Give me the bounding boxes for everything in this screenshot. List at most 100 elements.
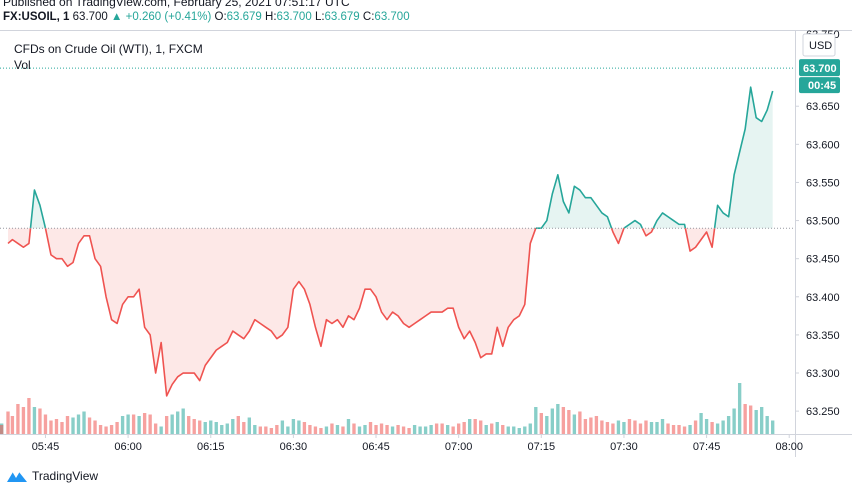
volume-bar (176, 411, 180, 434)
volume-bar (534, 407, 538, 434)
volume-bar (170, 414, 174, 434)
price-line-up-9 (713, 86, 774, 229)
volume-bar (258, 426, 262, 434)
volume-bar (275, 425, 279, 434)
volume-bar (390, 426, 395, 434)
volume-bar (726, 416, 731, 434)
volume-bar (346, 419, 351, 434)
volume-bar (627, 419, 632, 434)
price-tick-label: 63.400 (806, 292, 840, 304)
volume-legend-label[interactable]: Vol (14, 58, 31, 72)
volume-bar (142, 413, 147, 434)
volume-bar (54, 419, 59, 434)
volume-bar (286, 426, 290, 434)
volume-bar (754, 410, 758, 434)
volume-bar (594, 416, 599, 434)
volume-bar (253, 425, 257, 434)
volume-bar (550, 408, 554, 434)
baseline-fills (8, 87, 773, 396)
footer-brand: TradingView (32, 469, 99, 483)
volume-bar (396, 425, 400, 434)
volume-bar (98, 425, 103, 434)
volume-bar (137, 416, 141, 434)
volume-bar (600, 420, 604, 434)
volume-bar (434, 423, 439, 434)
volume-bar (71, 417, 75, 434)
volume-bar (341, 426, 345, 434)
volume-bar (611, 423, 615, 434)
volume-bar (297, 420, 301, 434)
volume-bar (605, 422, 610, 434)
volume-bar (379, 423, 384, 434)
price-chart[interactable]: 63.250 63.300 63.350 63.400 63.450 63.500 63.5… (0, 30, 852, 457)
volume-bar (721, 420, 725, 434)
price-line-up-3 (535, 174, 613, 229)
time-tick-label: 07:30 (610, 441, 638, 453)
volume-bar (666, 423, 670, 434)
volume-bar (771, 420, 775, 434)
volume-bar (120, 416, 125, 434)
volume-bar (115, 422, 119, 434)
volume-bar (418, 426, 422, 434)
volume-bar (27, 398, 31, 434)
volume-bar (148, 414, 152, 434)
volume-bar (43, 414, 48, 434)
volume-bar (363, 425, 367, 434)
volume-bar (32, 407, 37, 434)
volume-bar (374, 425, 378, 434)
volume-bar (236, 416, 240, 434)
volume-bar (693, 420, 698, 434)
chart-legend-title[interactable]: CFDs on Crude Oil (WTI), 1, FXCM (14, 42, 203, 56)
volume-bar (633, 420, 637, 434)
price-line-down-4 (610, 227, 625, 245)
volume-bar (357, 426, 362, 434)
volume-bar (209, 420, 213, 434)
volume-bar (65, 416, 70, 434)
last-price-tag-label: 63.700 (803, 63, 837, 75)
volume-bar (567, 410, 571, 434)
published-line: Published on TradingView.com, February 2… (3, 0, 350, 9)
volume-bar (445, 425, 450, 434)
volume-bar (760, 407, 764, 434)
open-label: O: (214, 11, 227, 23)
volume-bar (192, 419, 196, 434)
volume-bar (649, 422, 654, 434)
volume-bar (677, 425, 681, 434)
volume-bar (16, 404, 20, 434)
volume-bar (308, 425, 312, 434)
volume-bar (368, 422, 373, 434)
volume-bar (473, 419, 477, 434)
volume-bar (589, 417, 593, 434)
low-value: 63.679 (324, 11, 360, 23)
time-tick-label: 06:30 (280, 441, 308, 453)
volume-bar (523, 426, 527, 434)
volume-bar (181, 408, 185, 434)
symbol-label: FX:USOIL, 1 (3, 11, 70, 23)
footer: TradingView (6, 467, 98, 485)
price-line-down-2 (44, 227, 537, 397)
volume-bar (517, 428, 521, 434)
price-tick-label: 63.250 (806, 406, 840, 418)
volume-bar (539, 413, 543, 434)
volume-bar (49, 420, 53, 434)
last-price-marker: 63.700 00:45 (799, 59, 840, 94)
volume-bar (0, 425, 4, 434)
volume-bar (198, 420, 202, 434)
volume-bar (583, 419, 588, 434)
time-tick-label: 08:00 (775, 441, 803, 453)
volume-bar (616, 420, 621, 434)
volume-bar (153, 423, 158, 434)
volume-bar (462, 422, 466, 434)
price-tick-label: 63.350 (806, 330, 840, 342)
price-tick-label: 63.450 (806, 254, 840, 266)
volume-bar (126, 414, 130, 434)
volume-bar (6, 411, 10, 434)
price-lines (7, 86, 774, 397)
countdown-tag-label: 00:45 (808, 80, 836, 92)
volume-bar (280, 420, 285, 434)
chart-area[interactable]: 63.250 63.300 63.350 63.400 63.450 63.500 63.5… (0, 30, 852, 457)
volume-bar (644, 420, 648, 434)
price-tick-label: 63.650 (806, 101, 840, 113)
volume-bar (187, 416, 191, 434)
volume-bar (10, 416, 15, 434)
